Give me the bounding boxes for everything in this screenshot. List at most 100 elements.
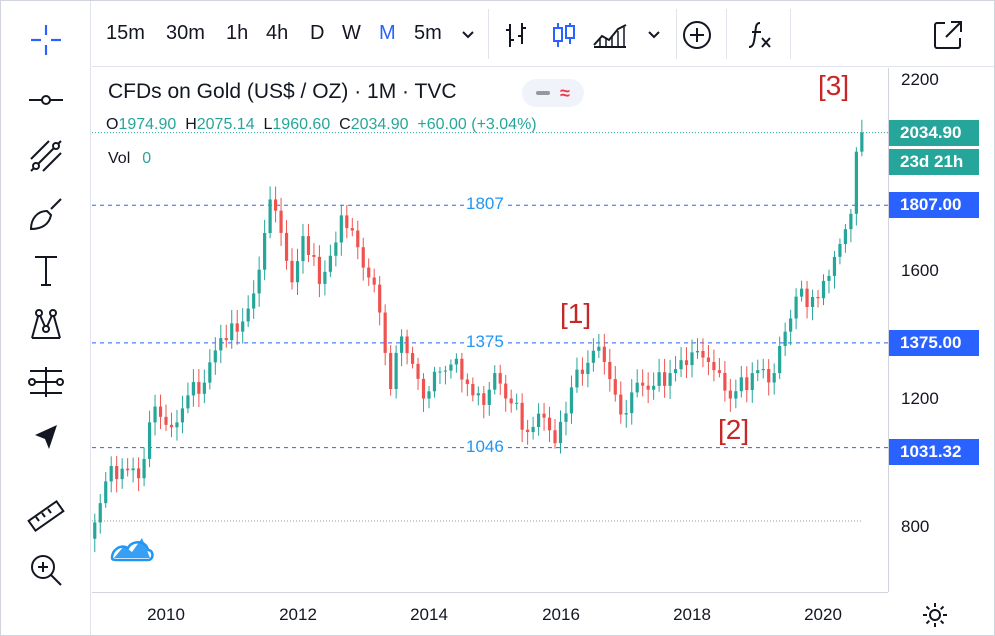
candle-body bbox=[739, 377, 743, 392]
candle-body bbox=[131, 468, 135, 471]
candle-body bbox=[317, 256, 322, 284]
candle-body bbox=[646, 385, 650, 390]
timeframe-d[interactable]: D bbox=[310, 22, 325, 44]
candle-body bbox=[104, 481, 108, 504]
timeframe-15m[interactable]: 15m bbox=[106, 22, 145, 44]
candle-body bbox=[164, 416, 168, 425]
candle-body bbox=[767, 369, 771, 383]
area-style-icon[interactable] bbox=[590, 15, 630, 55]
zoom-in-icon[interactable] bbox=[21, 545, 71, 595]
candle-body bbox=[619, 394, 623, 415]
high-value: 2075.14 bbox=[196, 116, 255, 133]
chevron-down-icon[interactable] bbox=[448, 15, 488, 55]
indicators-fx-icon[interactable] bbox=[740, 15, 780, 55]
tradingview-logo-icon[interactable] bbox=[110, 530, 154, 564]
timeframe-m[interactable]: M bbox=[379, 22, 396, 44]
candle-body bbox=[805, 288, 809, 307]
candle-body bbox=[723, 372, 727, 391]
price-tick: 800 bbox=[901, 517, 930, 536]
candle-body bbox=[854, 151, 858, 214]
timeframe-w[interactable]: W bbox=[342, 22, 361, 44]
hide-legend-icon[interactable] bbox=[536, 91, 551, 95]
candle-body bbox=[794, 296, 798, 319]
timeframe-4h[interactable]: 4h bbox=[266, 22, 289, 44]
candle-body bbox=[169, 424, 174, 428]
text-tool-icon[interactable] bbox=[21, 245, 71, 295]
candle-body bbox=[701, 350, 705, 358]
pattern-icon[interactable] bbox=[21, 299, 71, 349]
level-price-tag-1807: 1807.00 bbox=[889, 192, 979, 219]
candle-body bbox=[383, 312, 387, 353]
candle-body bbox=[564, 413, 568, 422]
timeframe-5m[interactable]: 5m bbox=[414, 22, 442, 44]
candle-body bbox=[821, 280, 826, 299]
crosshair-icon[interactable] bbox=[21, 15, 71, 65]
brush-icon[interactable] bbox=[21, 189, 71, 239]
candle-body bbox=[597, 346, 601, 351]
price-tick: 1600 bbox=[901, 261, 939, 280]
toolbar-divider bbox=[726, 9, 727, 59]
compare-add-icon[interactable] bbox=[677, 15, 717, 55]
countdown-tag: 23d 21h bbox=[889, 148, 979, 175]
approx-wave-icon[interactable]: ≈ bbox=[560, 82, 570, 103]
candle-body bbox=[816, 296, 820, 299]
candle-body bbox=[284, 232, 289, 261]
change-value: +60.00 (+3.04%) bbox=[417, 116, 537, 133]
bars-style-icon[interactable] bbox=[496, 15, 536, 55]
candle-body bbox=[389, 352, 393, 390]
candle-body bbox=[153, 406, 157, 423]
candle-body bbox=[663, 372, 667, 386]
candle-body bbox=[328, 255, 332, 272]
candle-body bbox=[750, 373, 754, 391]
candle-body bbox=[378, 284, 382, 313]
candle-body bbox=[213, 350, 217, 363]
annotation-3: [3] bbox=[818, 70, 850, 101]
symbol-title[interactable]: CFDs on Gold (US$ / OZ) · 1M · TVC bbox=[108, 80, 457, 103]
candle-body bbox=[849, 213, 853, 230]
candle-body bbox=[580, 369, 585, 375]
horizontal-line-icon[interactable] bbox=[21, 75, 71, 125]
candle-body bbox=[832, 256, 837, 276]
close-value: 2034.90 bbox=[350, 116, 409, 133]
settings-gear-icon[interactable] bbox=[920, 600, 950, 630]
time-tick: 2014 bbox=[410, 605, 448, 624]
ruler-icon[interactable] bbox=[21, 491, 71, 541]
candle-body bbox=[230, 323, 234, 341]
toolbar-divider bbox=[790, 9, 791, 59]
candle-body bbox=[279, 210, 283, 233]
volume-value: 0 bbox=[142, 150, 152, 167]
last-price-tag: 2034.90 bbox=[889, 119, 979, 146]
chart-pane[interactable]: CFDs on Gold (US$ / OZ) · 1M · TVC ≈ O19… bbox=[92, 68, 888, 592]
price-axis[interactable]: 2200 1600 1200 800 2034.90 23d 21h 1807.… bbox=[888, 68, 994, 592]
candle-body bbox=[706, 357, 711, 362]
candle-body bbox=[345, 215, 349, 229]
fullscreen-popout-icon[interactable] bbox=[928, 15, 968, 55]
chevron-down-icon[interactable] bbox=[634, 15, 674, 55]
trend-lines-icon[interactable] bbox=[21, 131, 71, 181]
candle-body bbox=[476, 393, 480, 396]
candle-body bbox=[498, 373, 502, 384]
candle-body bbox=[356, 230, 360, 248]
measure-projection-icon[interactable] bbox=[21, 357, 71, 407]
annotation-2: [2] bbox=[718, 414, 750, 445]
time-axis[interactable]: 2010 2012 2014 2016 2018 2020 bbox=[92, 592, 888, 635]
candles-style-icon[interactable] bbox=[544, 15, 584, 55]
candle-body bbox=[241, 321, 245, 332]
candle-body bbox=[126, 468, 130, 471]
candle-body bbox=[789, 318, 793, 332]
candle-body bbox=[728, 390, 732, 399]
candle-body bbox=[405, 336, 409, 354]
candle-body bbox=[635, 382, 639, 393]
timeframe-1h[interactable]: 1h bbox=[226, 22, 249, 44]
time-tick: 2016 bbox=[542, 605, 580, 624]
candle-body bbox=[219, 338, 223, 351]
legend-toggle-pill[interactable]: ≈ bbox=[522, 79, 584, 107]
candle-body bbox=[263, 232, 267, 270]
cursor-arrow-icon[interactable] bbox=[21, 413, 71, 463]
candle-body bbox=[312, 255, 316, 257]
candle-body bbox=[137, 468, 141, 479]
candle-body bbox=[109, 466, 113, 482]
candle-body bbox=[323, 271, 327, 284]
timeframe-30m[interactable]: 30m bbox=[166, 22, 205, 44]
candle-body bbox=[197, 382, 201, 394]
